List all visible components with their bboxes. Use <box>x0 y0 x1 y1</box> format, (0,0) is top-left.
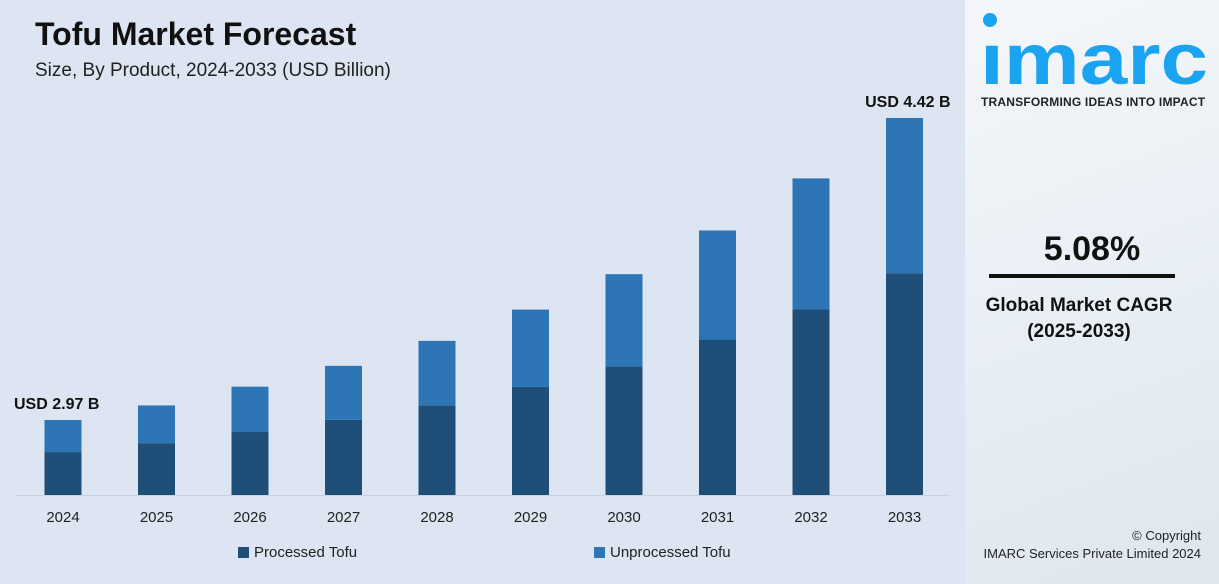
bar-unprocessed-2024 <box>44 420 82 453</box>
bar-unprocessed-2032 <box>792 178 830 310</box>
bar-unprocessed-2030 <box>605 274 643 367</box>
copyright: © Copyright IMARC Services Private Limite… <box>965 527 1201 563</box>
bar-processed-2027 <box>325 419 362 495</box>
chart-area: Tofu Market Forecast Size, By Product, 2… <box>0 0 965 584</box>
bar-processed-2030 <box>605 366 643 495</box>
chart-subtitle: Size, By Product, 2024-2033 (USD Billion… <box>35 60 391 81</box>
bar-processed-2025 <box>138 443 175 495</box>
tagline: TRANSFORMING IDEAS INTO IMPACT <box>981 95 1206 109</box>
divider <box>989 274 1175 278</box>
plot-svg: 2024 USD 2.97 B 2025 2026 2027 2028 2029 2030 20… <box>14 94 951 526</box>
legend-swatch <box>594 547 605 558</box>
legend-item-unprocessed: Unprocessed Tofu <box>594 544 731 561</box>
bar-processed-2024 <box>44 452 82 495</box>
x-tick-label: 2028 <box>420 509 453 526</box>
legend-swatch <box>238 547 249 558</box>
cagr-label-line2: (2025-2033) <box>1027 321 1131 342</box>
x-tick-label: 2033 <box>888 509 921 526</box>
cagr-label: Global Market CAGR (2025-2033) <box>965 293 1193 345</box>
copyright-line1: © Copyright <box>1132 528 1201 543</box>
x-tick-label: 2031 <box>701 509 734 526</box>
bar-processed-2028 <box>418 405 456 495</box>
x-tick-label: 2026 <box>233 509 266 526</box>
data-label: USD 4.42 B <box>865 94 950 111</box>
legend-label: Processed Tofu <box>254 544 358 561</box>
svg-text:ımarc: ımarc <box>980 20 1208 86</box>
legend-label: Unprocessed Tofu <box>610 544 731 561</box>
bar-unprocessed-2029 <box>512 309 549 387</box>
bar-unprocessed-2026 <box>231 386 269 433</box>
x-tick-label: 2024 <box>46 509 79 526</box>
cagr-label-line1: Global Market CAGR <box>985 295 1173 316</box>
copyright-line2: IMARC Services Private Limited 2024 <box>983 546 1201 561</box>
bar-processed-2032 <box>792 309 830 495</box>
bar-unprocessed-2028 <box>418 340 456 406</box>
x-tick-label: 2029 <box>514 509 547 526</box>
side-panel: ımarc TRANSFORMING IDEAS INTO IMPACT 5.0… <box>965 0 1219 584</box>
bar-unprocessed-2027 <box>325 365 362 420</box>
bar-processed-2029 <box>512 386 549 495</box>
cagr-value: 5.08% <box>1043 230 1141 268</box>
x-tick-label: 2030 <box>607 509 640 526</box>
bar-processed-2033 <box>886 273 923 495</box>
bar-processed-2031 <box>699 339 736 495</box>
x-tick-label: 2032 <box>794 509 827 526</box>
x-tick-label: 2027 <box>327 509 360 526</box>
x-tick-label: 2025 <box>140 509 173 526</box>
bar-unprocessed-2031 <box>699 230 736 340</box>
bar-unprocessed-2033 <box>886 117 923 274</box>
chart-title: Tofu Market Forecast <box>35 16 357 52</box>
data-label: USD 2.97 B <box>14 396 99 413</box>
imarc-logo: ımarc <box>980 13 1208 86</box>
bar-processed-2026 <box>231 432 269 495</box>
bar-unprocessed-2025 <box>138 405 175 444</box>
legend-item-processed: Processed Tofu <box>238 544 357 561</box>
